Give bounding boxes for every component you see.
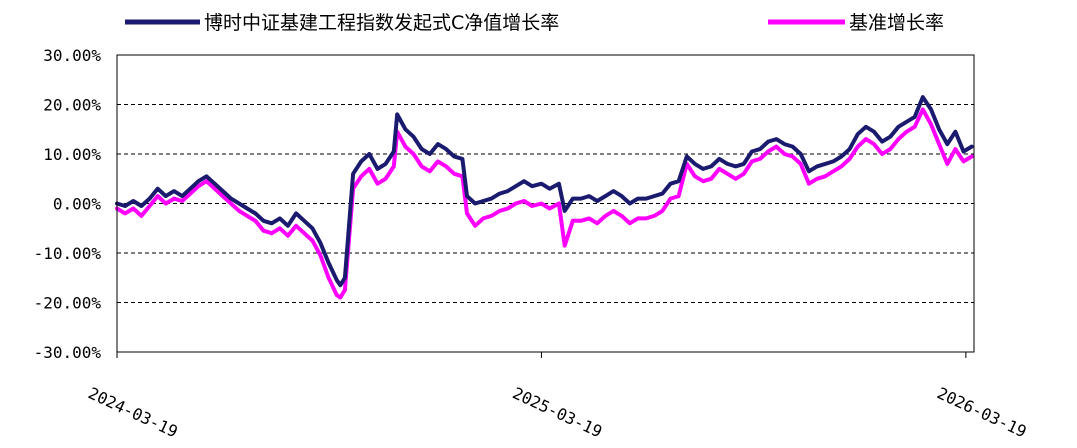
plot-frame bbox=[116, 54, 975, 353]
legend-label-fund: 博时中证基建工程指数发起式C净值增长率 bbox=[204, 12, 559, 34]
grid-lines bbox=[117, 104, 974, 303]
y-tick-label: -20.00% bbox=[34, 294, 102, 313]
y-tick-label: 10.00% bbox=[43, 145, 101, 164]
legend: 博时中证基建工程指数发起式C净值增长率 基准增长率 bbox=[125, 12, 944, 34]
x-axis: 2024-03-19 2025-03-19 2026-03-19 bbox=[85, 352, 1030, 441]
y-tick-label: -10.00% bbox=[34, 244, 102, 263]
y-tick-label: 20.00% bbox=[43, 96, 101, 115]
series-line-benchmark bbox=[115, 107, 974, 300]
y-tick-label: 30.00% bbox=[43, 46, 101, 65]
series-layer bbox=[115, 95, 974, 300]
y-axis: 30.00% 20.00% 10.00% 0.00% -10.00% -20.00% -30… bbox=[34, 46, 102, 362]
x-tick-label: 2026-03-19 bbox=[934, 383, 1029, 441]
series-line-fund bbox=[115, 95, 974, 288]
x-tick-label: 2025-03-19 bbox=[510, 383, 605, 441]
x-tick-label: 2024-03-19 bbox=[85, 383, 180, 441]
legend-label-benchmark: 基准增长率 bbox=[849, 12, 944, 34]
y-tick-label: -30.00% bbox=[34, 343, 102, 362]
y-tick-label: 0.00% bbox=[53, 195, 102, 214]
